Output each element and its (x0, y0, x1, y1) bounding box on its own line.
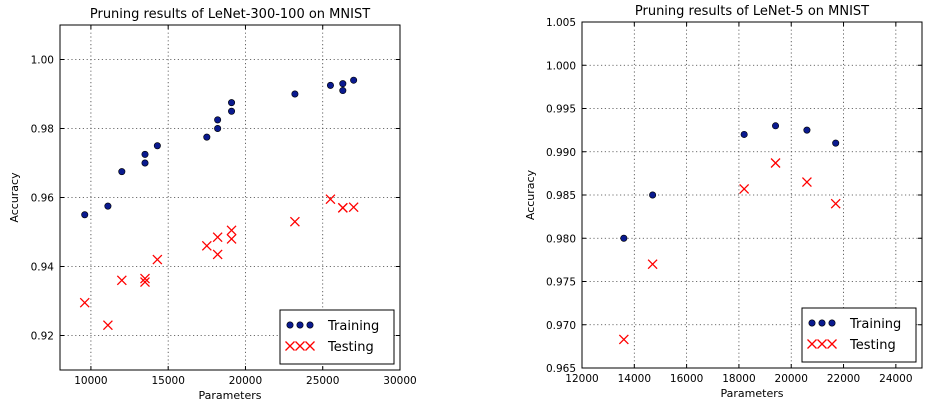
legend-testing-marker (285, 341, 295, 351)
legend-training-marker (808, 319, 816, 327)
legend-testing-marker (807, 339, 817, 349)
y-tick-label: 0.94 (31, 262, 55, 274)
testing-point (348, 202, 359, 213)
training-point (153, 142, 161, 150)
training-point (291, 90, 299, 98)
chart-2: 12000 14000 16000 18000 20000 22000 24000 0.965… (524, 4, 923, 400)
legend-box (279, 309, 395, 365)
testing-point (212, 232, 223, 243)
testing-point (289, 216, 300, 227)
testing-point (647, 259, 658, 270)
y-axis-label: Accuracy (524, 169, 537, 220)
legend-label-testing: Testing (327, 340, 374, 355)
legend-label-testing: Testing (849, 338, 896, 353)
training-point (104, 202, 112, 210)
legend-training-marker (296, 321, 304, 329)
legend-training-marker (828, 319, 836, 327)
chart-title: Pruning results of LeNet-300-100 on MNIS… (90, 7, 370, 22)
training-point (832, 139, 840, 147)
training-point (649, 191, 657, 199)
y-tick-label: 1.000 (546, 60, 576, 72)
y-tick-label: 0.985 (546, 190, 576, 202)
testing-point (226, 225, 237, 236)
y-tick-label: 0.92 (31, 331, 54, 343)
testing-point (212, 249, 223, 260)
training-point (228, 107, 236, 115)
testing-point (325, 194, 336, 205)
y-tick-label: 0.975 (546, 277, 576, 289)
legend-testing-marker (827, 339, 837, 349)
testing-point (830, 198, 841, 209)
training-point (81, 211, 89, 219)
chart-title: Pruning results of LeNet-5 on MNIST (635, 4, 869, 19)
training-point (772, 122, 780, 130)
testing-point (102, 320, 113, 331)
legend-label-training: Training (327, 319, 379, 334)
training-point (350, 76, 358, 84)
x-tick-label: 14000 (618, 373, 651, 385)
legend-testing-marker (305, 341, 315, 351)
training-point (141, 159, 149, 167)
testing-point (226, 233, 237, 244)
training-point (214, 125, 222, 133)
legend-box (801, 307, 917, 363)
x-axis-label: Parameters (199, 389, 262, 402)
training-point (339, 80, 347, 88)
y-tick-label: 0.96 (31, 193, 55, 205)
training-point (740, 130, 748, 138)
x-tick-label: 20000 (229, 375, 262, 387)
testing-point (770, 158, 781, 168)
x-tick-label: 16000 (670, 373, 703, 385)
x-tick-label: 25000 (306, 375, 339, 387)
x-tick-label: 30000 (383, 375, 416, 387)
legend-label-training: Training (849, 317, 901, 332)
training-point (214, 116, 222, 124)
testing-point (337, 202, 348, 213)
x-axis-label: Parameters (721, 387, 784, 400)
y-tick-label: 0.980 (546, 233, 576, 245)
y-tick-label: 0.970 (546, 320, 576, 332)
training-point (118, 168, 126, 176)
y-tick-label: 1.005 (546, 17, 576, 29)
y-axis-label: Accuracy (8, 172, 21, 223)
training-point (203, 133, 211, 141)
y-tick-label: 1.00 (31, 55, 54, 67)
training-point (141, 150, 149, 158)
legend-testing-marker (295, 341, 305, 351)
x-tick-label: 12000 (565, 373, 598, 385)
training-point (228, 99, 236, 107)
legend-training-marker (306, 321, 314, 329)
training-point (339, 87, 347, 95)
x-tick-label: 18000 (722, 373, 755, 385)
y-tick-label: 0.995 (546, 104, 576, 116)
testing-point (801, 177, 812, 187)
x-tick-label: 15000 (151, 375, 184, 387)
y-tick-label: 0.965 (546, 363, 576, 375)
testing-point (152, 254, 163, 265)
testing-point (739, 183, 750, 194)
training-point (326, 81, 334, 89)
testing-point (618, 334, 629, 345)
legend-training-marker (818, 319, 826, 327)
legend-testing-marker (817, 339, 827, 349)
legend-training-marker (286, 321, 294, 329)
training-point (803, 126, 811, 134)
chart-1: 10000 15000 20000 25000 30000 0.92 0.94 0.96 0.9… (8, 7, 417, 402)
x-tick-label: 10000 (74, 375, 107, 387)
y-tick-label: 0.98 (31, 124, 54, 136)
testing-point (79, 297, 90, 308)
testing-point (116, 275, 127, 286)
legend: Training Testing (801, 307, 917, 363)
training-point (620, 234, 628, 242)
testing-point (201, 240, 212, 251)
testing-point (140, 277, 150, 287)
x-tick-label: 22000 (827, 373, 860, 385)
x-tick-label: 24000 (879, 373, 912, 385)
testing-point (140, 273, 150, 284)
legend: Training Testing (279, 309, 395, 365)
x-tick-label: 20000 (775, 373, 808, 385)
y-tick-label: 0.990 (546, 147, 576, 159)
